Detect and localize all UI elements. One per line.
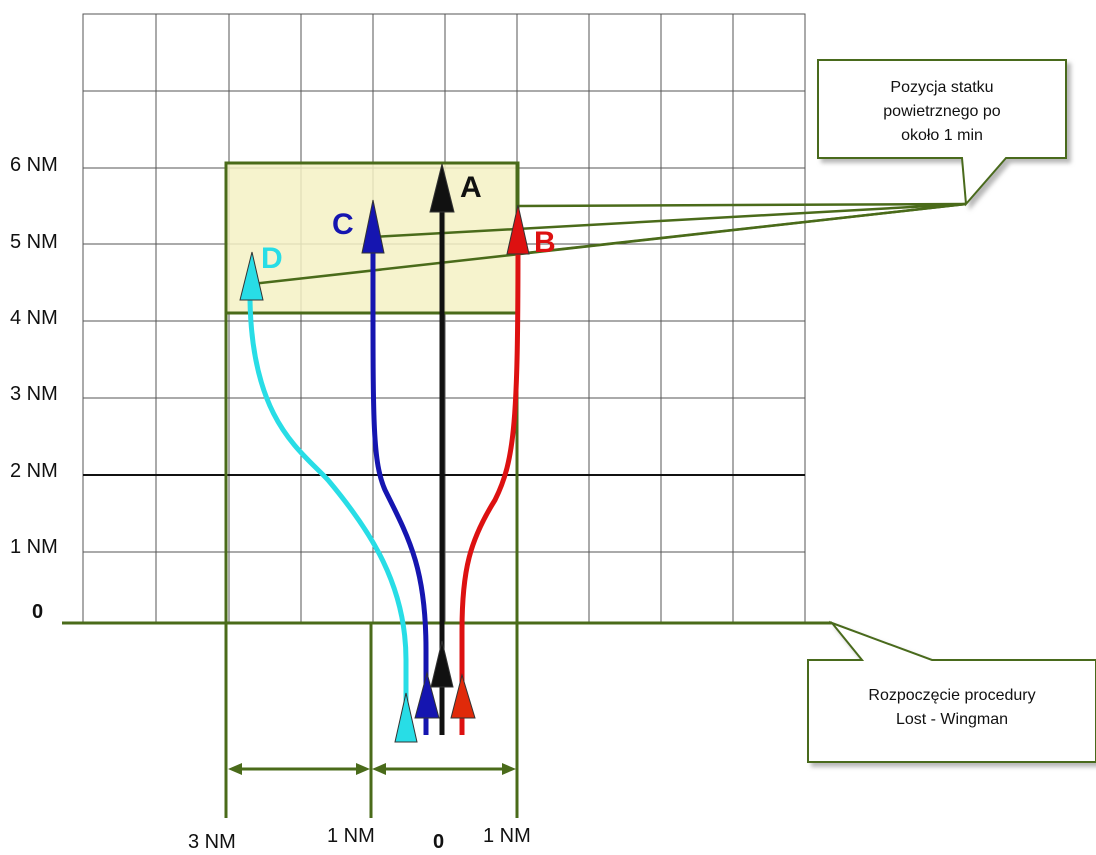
track-b-label: B (534, 226, 556, 259)
width-dimension (228, 763, 516, 775)
y-label-1nm: 1 NM (10, 536, 58, 558)
track-b-end-arrow (506, 204, 530, 255)
y-label-2nm: 2 NM (10, 460, 58, 482)
position-callout-line-3: około 1 min (901, 127, 983, 144)
start-callout: Rozpoczęcie procedury Lost - Wingman (807, 620, 1096, 763)
y-label-6nm: 6 NM (10, 154, 58, 176)
track-b-path (459, 239, 521, 735)
start-callout-line-1: Rozpoczęcie procedury (868, 687, 1035, 704)
track-a-end-arrow (429, 163, 455, 213)
x-axis-labels: 3 NM 1 NM 0 1 NM (188, 825, 531, 853)
y-axis-labels: 0 1 NM 2 NM 3 NM 4 NM 5 NM 6 NM (10, 154, 58, 623)
track-a-label: A (460, 171, 482, 204)
y-label-4nm: 4 NM (10, 307, 58, 329)
track-d-start-arrow (394, 692, 418, 743)
position-callout-line-2: powietrznego po (883, 103, 1001, 120)
track-c-end-arrow (361, 199, 385, 254)
x-label-1nm-right: 1 NM (483, 825, 531, 847)
position-callout: Pozycja statku powietrznego po około 1 m… (251, 59, 1067, 286)
tracks: A B C D (239, 163, 556, 743)
track-d-label: D (261, 242, 283, 275)
track-d-end-arrow (239, 251, 264, 301)
track-a-start-arrow (430, 640, 454, 688)
y-label-0: 0 (32, 601, 43, 623)
x-label-0: 0 (433, 831, 444, 853)
track-c-label: C (332, 208, 354, 241)
track-c-start-arrow (414, 671, 440, 719)
y-label-5nm: 5 NM (10, 231, 58, 253)
track-b-start-arrow (450, 673, 476, 719)
start-callout-line-2: Lost - Wingman (896, 711, 1008, 728)
x-label-1nm-left: 1 NM (327, 825, 375, 847)
track-c-path (370, 239, 429, 735)
position-callout-line-1: Pozycja statku (890, 79, 993, 96)
track-d-path (247, 299, 409, 718)
x-label-3nm-left: 3 NM (188, 831, 236, 853)
y-label-3nm: 3 NM (10, 383, 58, 405)
